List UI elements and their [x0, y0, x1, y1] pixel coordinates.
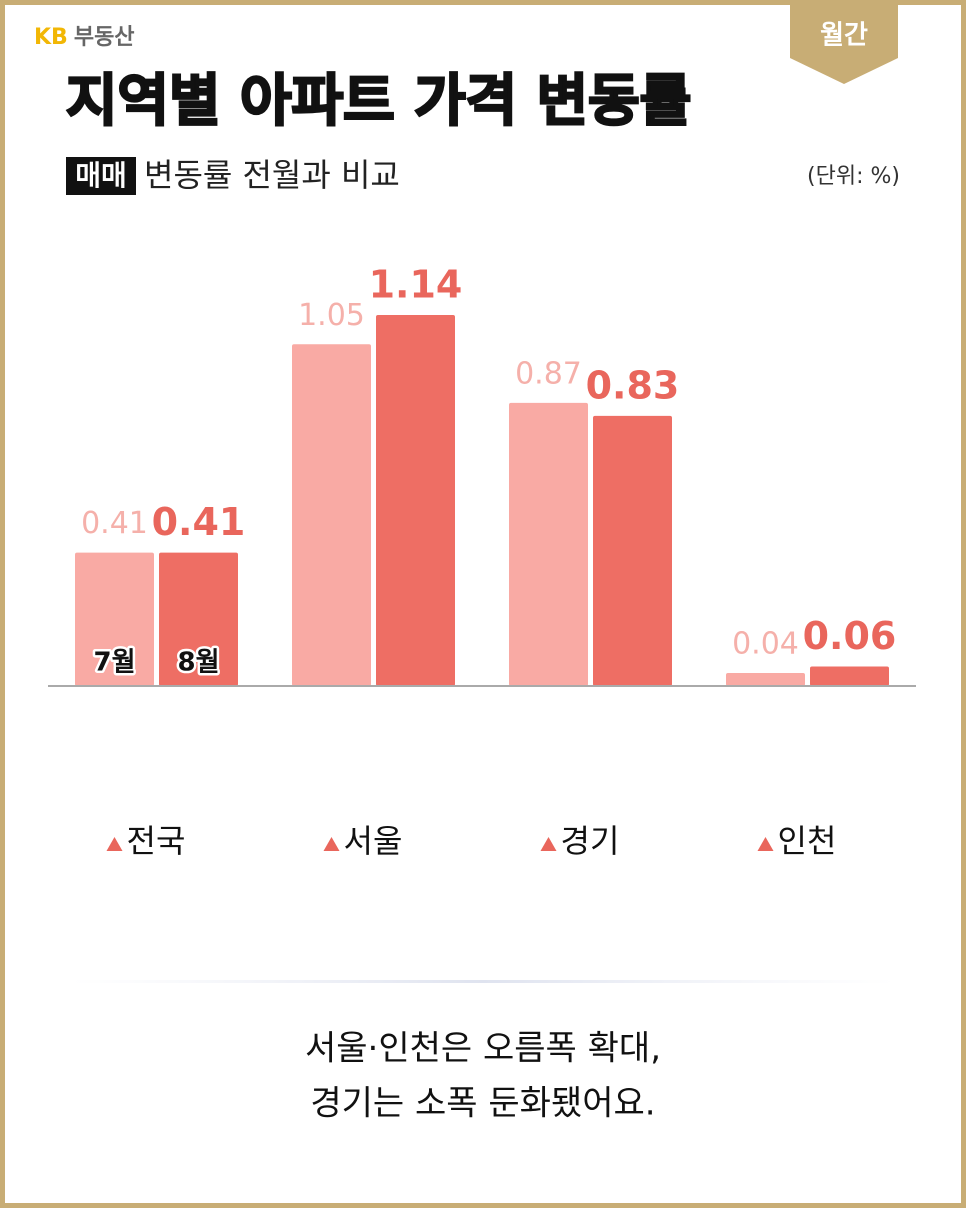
value-label: 0.06 [803, 614, 897, 658]
badge-shape [790, 0, 898, 84]
subtitle-tag-box [66, 157, 136, 195]
value-label: 1.05 [298, 298, 365, 333]
footer-line: 서울·인천은 오름폭 확대, [305, 1029, 661, 1069]
brand-mark: KB [34, 25, 68, 50]
up-icon [323, 837, 340, 851]
bar [726, 672, 805, 686]
up-icon [540, 837, 557, 851]
value-label: 0.04 [732, 626, 799, 661]
x-tick-label: 인천 [778, 822, 837, 860]
value-label: 1.14 [369, 263, 463, 307]
legend-label: 8월 [177, 648, 219, 678]
bar [509, 402, 588, 686]
bar [292, 344, 371, 686]
value-label: 0.41 [152, 500, 246, 544]
subtitle: 변동률 전월과 비교 [144, 156, 400, 194]
bar [376, 315, 455, 686]
value-label: 0.83 [586, 363, 680, 407]
up-icon [106, 837, 123, 851]
brand-name: 부동산 [74, 25, 135, 50]
badge: 월간 [820, 21, 868, 51]
up-icon [757, 837, 774, 851]
value-label: 0.41 [81, 506, 148, 541]
bar [75, 552, 154, 686]
x-tick-label: 전국 [127, 822, 186, 860]
brand: KB 부동산 [34, 25, 135, 50]
footer-line: 경기는 소폭 둔화됐어요. [310, 1084, 655, 1124]
x-tick-label: 서울 [344, 822, 403, 860]
legend-label: 7월 [93, 648, 135, 678]
value-label: 0.87 [515, 356, 582, 391]
bar [593, 415, 672, 686]
bar [159, 552, 238, 686]
x-tick-label: 경기 [561, 822, 620, 860]
separator [70, 980, 896, 983]
bar [810, 666, 889, 686]
unit: (단위: %) [807, 164, 900, 189]
subtitle-tag: 매매 [75, 159, 127, 192]
chart-title: 지역별 아파트 가격 변동률 [66, 69, 691, 134]
